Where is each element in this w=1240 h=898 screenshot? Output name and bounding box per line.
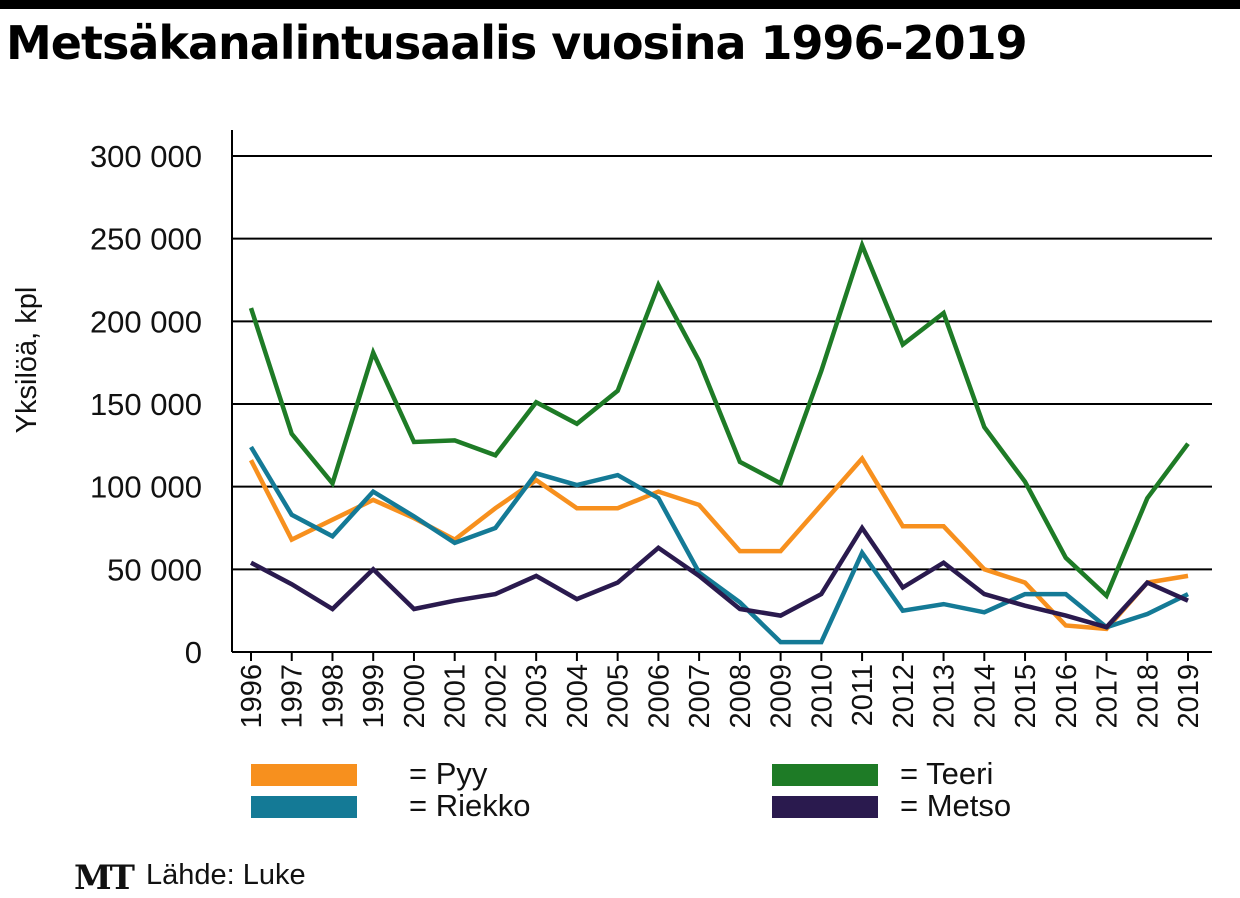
y-tick-label: 0 [185,635,202,670]
x-tick-label: 2016 [1051,664,1083,729]
legend-swatch-metso [772,796,878,818]
x-tick-label: 2009 [766,664,798,729]
x-tick-label: 2000 [399,664,431,729]
x-tick-label: 1998 [317,664,349,729]
y-tick-label: 150 000 [90,387,202,422]
x-tick-label: 2005 [603,664,635,729]
series-line-teeri [248,238,1190,600]
legend-swatch-teeri [772,764,878,786]
y-tick-label: 200 000 [90,304,202,339]
x-tick-label: 2012 [888,664,920,729]
top-rule [0,0,1240,9]
x-tick-label: 2018 [1132,664,1164,729]
legend-label-riekko: = Riekko [409,788,531,823]
y-axis-label: Yksilöä, kpl [11,287,43,434]
mt-logo: MT [74,858,135,898]
x-tick-label: 2014 [969,664,1001,729]
legend-swatch-riekko [251,796,357,818]
x-tick-label: 2013 [929,664,961,729]
source-note: Lähde: Luke [146,859,306,891]
y-tick-label: 100 000 [90,470,202,505]
x-tick-label: 1999 [358,664,390,729]
x-tick-label: 2011 [847,664,879,726]
x-tick-label: 2017 [1092,664,1124,729]
x-tick-label: 2015 [1010,664,1042,729]
x-tick-label: 1996 [236,664,268,729]
x-tick-label: 2001 [440,664,472,729]
legend-label-metso: = Metso [900,788,1012,823]
x-tick-label: 2010 [806,664,838,729]
x-tick-label: 2004 [562,664,594,729]
legend-label-teeri: = Teeri [900,756,994,791]
series-line-pyy [248,454,1189,632]
x-tick-label: 2002 [480,664,512,729]
legend-swatch-pyy [251,764,357,786]
chart-title: Metsäkanalintusaalis vuosina 1996-2019 [6,16,1028,70]
x-tick-label: 1997 [277,664,309,729]
legend-label-pyy: = Pyy [409,756,488,791]
x-tick-label: 2019 [1173,664,1205,729]
x-tick-label: 2006 [643,664,675,729]
series-line-metso [249,523,1189,630]
y-tick-label: 50 000 [107,552,202,587]
x-tick-label: 2008 [725,664,757,729]
y-tick-label: 300 000 [90,139,202,174]
x-tick-label: 2003 [521,664,553,729]
series-line-riekko [249,445,1189,645]
x-tick-label: 2007 [684,664,716,729]
y-tick-label: 250 000 [90,222,202,257]
